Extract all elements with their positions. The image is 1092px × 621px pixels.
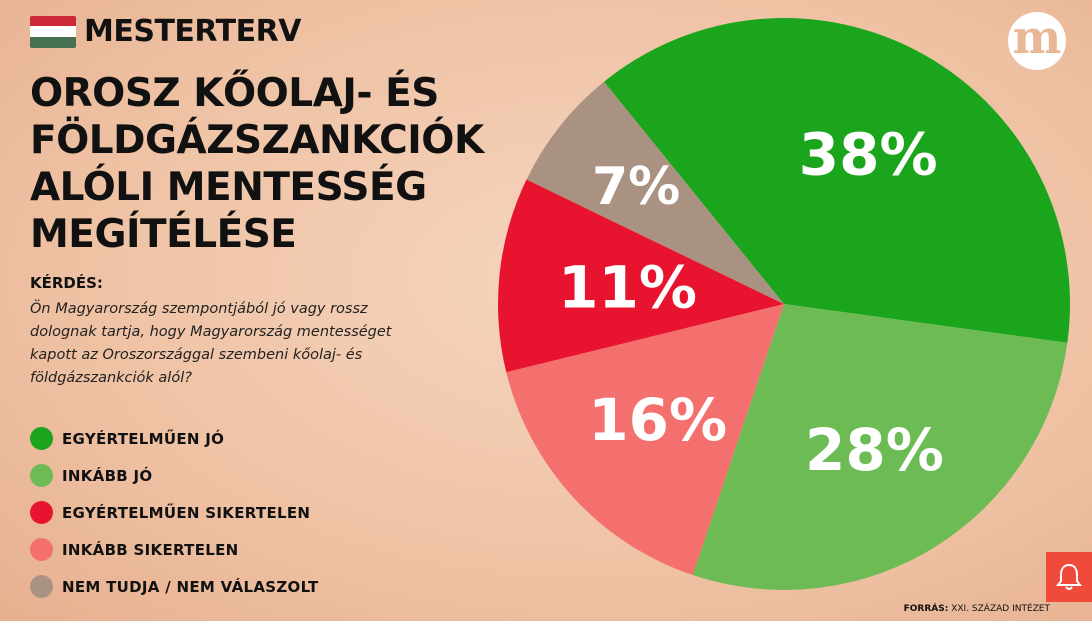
logo-letter: m [1012,10,1062,64]
legend: EGYÉRTELMŰEN JÓ INKÁBB JÓ EGYÉRTELMŰEN SIK… [30,420,318,605]
legend-swatch [30,427,53,450]
legend-item: INKÁBB SIKERTELEN [30,531,318,568]
legend-label: EGYÉRTELMŰEN JÓ [62,429,225,448]
flag-stripe-red [30,15,76,27]
question-label: KÉRDÉS: [30,274,103,292]
question-text: Ön Magyarország szempontjából jó vagy ro… [30,301,392,386]
title-line: ALÓLI MENTESSÉG [30,165,427,210]
legend-swatch [30,501,53,524]
hungarian-flag-icon [30,15,76,48]
slice-value-label: 11% [558,254,697,322]
legend-swatch [30,575,53,598]
legend-item: NEM TUDJA / NEM VÁLASZOLT [30,568,318,605]
legend-label: EGYÉRTELMŰEN SIKERTELEN [62,503,311,522]
bell-icon[interactable] [1046,552,1092,602]
legend-item: EGYÉRTELMŰEN SIKERTELEN [30,494,318,531]
source-note: FORRÁS: XXI. SZÁZAD INTÉZET [904,604,1050,614]
legend-label: NEM TUDJA / NEM VÁLASZOLT [62,577,319,596]
title-line: OROSZ KŐOLAJ- ÉS [30,71,439,116]
title-line: MEGÍTÉLÉSE [30,212,297,257]
legend-label: INKÁBB SIKERTELEN [62,540,239,559]
header: MESTERTERV [30,14,301,49]
media-logo-icon[interactable]: m [1008,12,1066,70]
legend-item: INKÁBB JÓ [30,457,318,494]
slice-value-label: 28% [805,416,944,484]
legend-label: INKÁBB JÓ [62,466,153,485]
legend-item: EGYÉRTELMŰEN JÓ [30,420,318,457]
source-value: XXI. SZÁZAD INTÉZET [951,604,1050,614]
slice-value-label: 7% [592,157,680,217]
flag-stripe-white [30,26,76,37]
slice-value-label: 16% [588,386,727,454]
title-line: FÖLDGÁZSZANKCIÓK [30,118,484,163]
brand-name: MESTERTERV [84,14,301,49]
slice-value-label: 38% [799,121,938,189]
legend-swatch [30,538,53,561]
legend-swatch [30,464,53,487]
flag-stripe-green [30,36,76,48]
pie-slice [526,81,784,305]
pie-slice [604,18,1070,343]
chart-title: OROSZ KŐOLAJ- ÉS FÖLDGÁZSZANKCIÓK ALÓLI … [30,70,550,258]
pie-slice [498,179,784,373]
pie-slice [506,304,784,576]
pie-slice [692,304,1068,590]
bell-glyph [1056,563,1082,590]
source-label: FORRÁS: [903,604,949,614]
